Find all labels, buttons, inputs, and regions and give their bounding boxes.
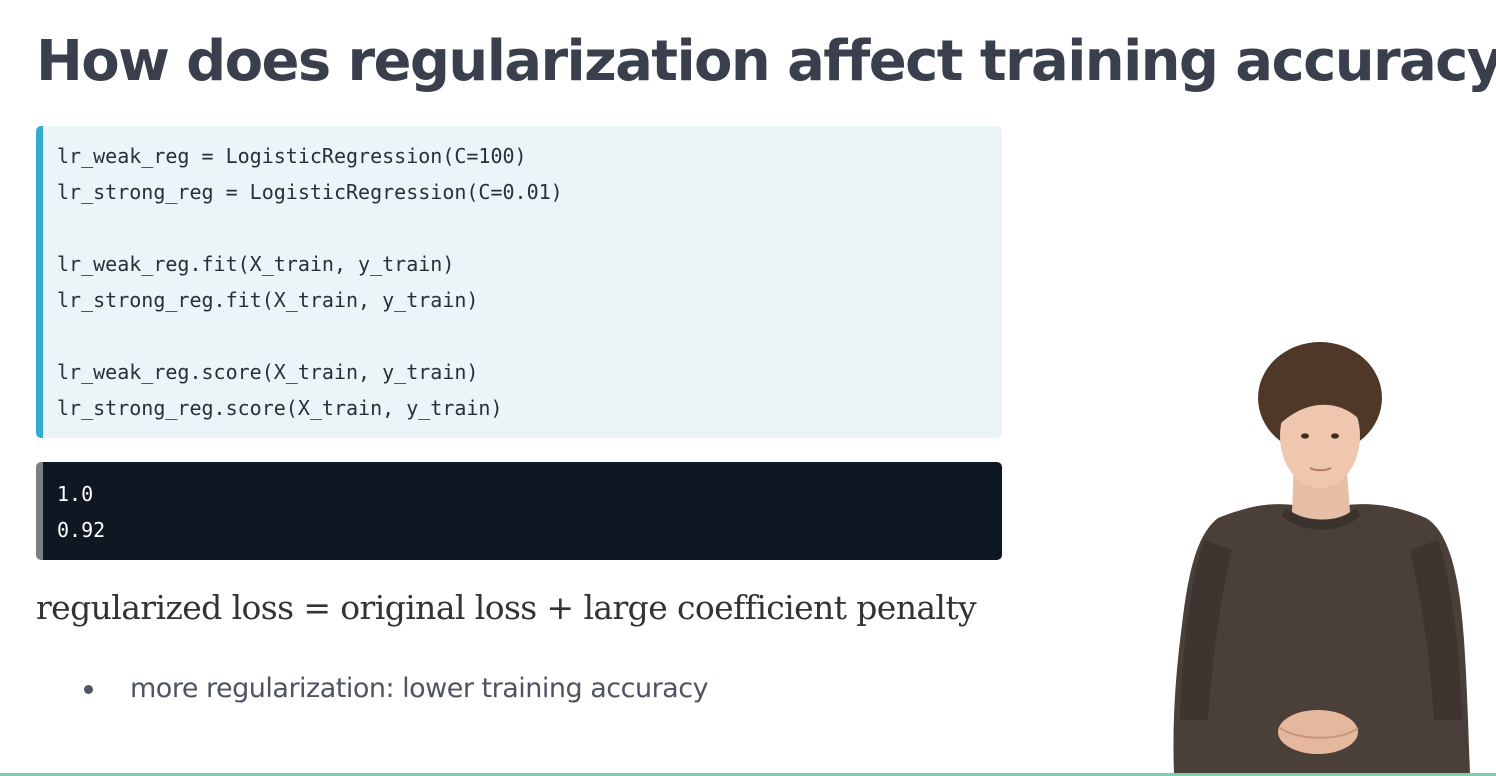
code-line: lr_strong_reg.score(X_train, y_train) <box>57 396 503 420</box>
bullet-item: more regularization: lower training accu… <box>84 668 709 710</box>
bullet-list: more regularization: lower training accu… <box>84 668 709 710</box>
code-block: lr_weak_reg = LogisticRegression(C=100) … <box>36 126 1002 438</box>
code-line: lr_weak_reg.fit(X_train, y_train) <box>57 252 455 276</box>
output-block: 1.0 0.92 <box>36 462 1002 560</box>
code-line: lr_weak_reg.score(X_train, y_train) <box>57 360 479 384</box>
code-line: lr_weak_reg = LogisticRegression(C=100) <box>57 144 527 168</box>
output-line: 0.92 <box>57 518 106 542</box>
code-line <box>57 210 1002 246</box>
output-line: 1.0 <box>57 482 94 506</box>
code-line: lr_strong_reg = LogisticRegression(C=0.0… <box>57 180 563 204</box>
slide-title: How does regularization affect training … <box>36 29 1496 94</box>
bullet-text: more regularization: lower training accu… <box>130 673 709 704</box>
presenter-video <box>1173 342 1470 774</box>
presenter-sweater <box>1173 504 1470 774</box>
presenter-hands <box>1278 710 1358 754</box>
code-line <box>57 318 1002 354</box>
code-line: lr_strong_reg.fit(X_train, y_train) <box>57 288 479 312</box>
bullet-dot-icon <box>84 684 93 694</box>
bottom-rule <box>0 773 1496 776</box>
regularized-loss-formula: regularized loss = original loss + large… <box>36 588 977 627</box>
